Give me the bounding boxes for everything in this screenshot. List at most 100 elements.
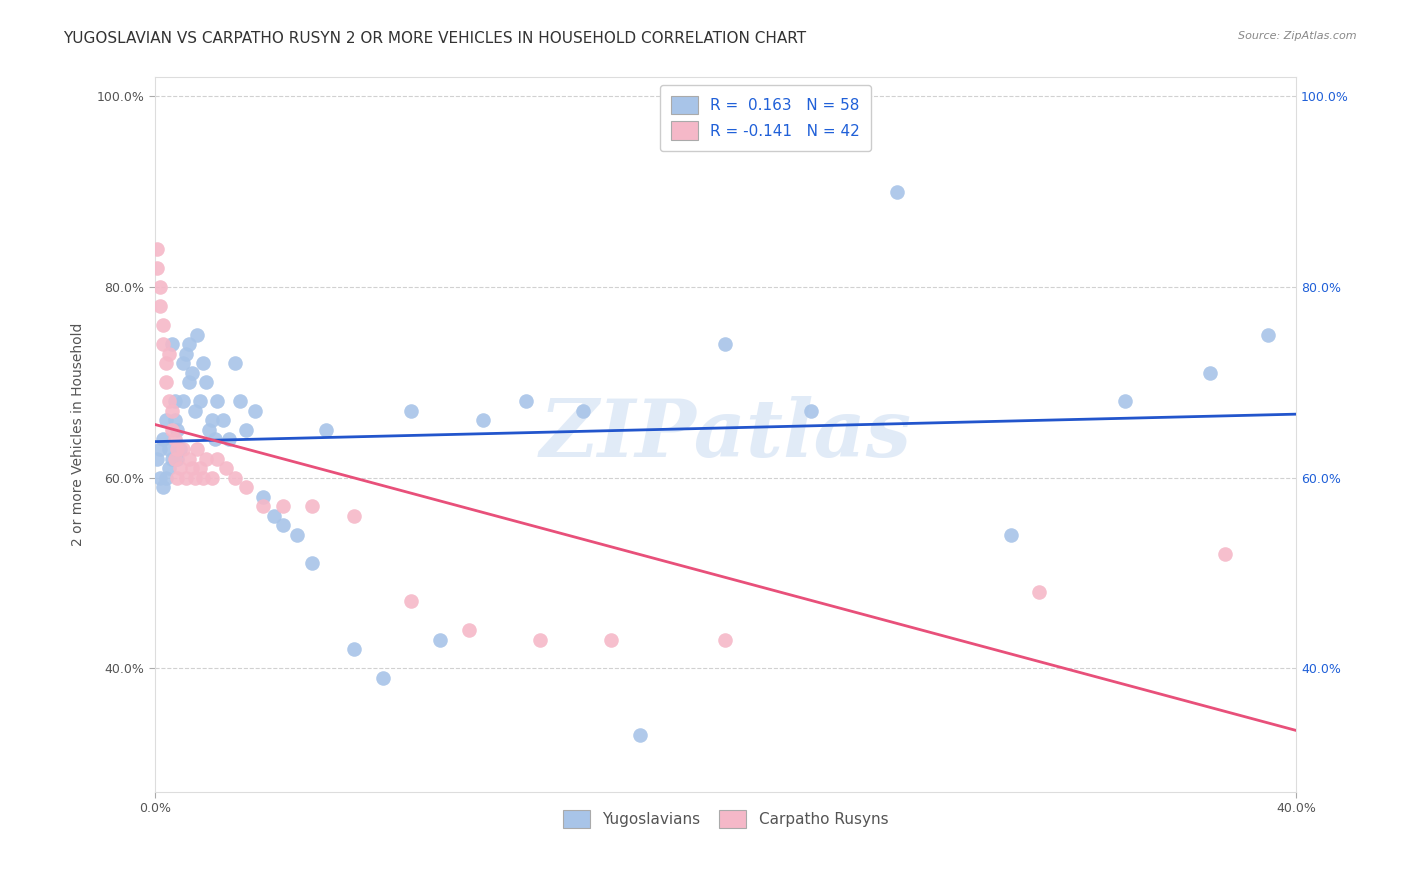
Point (155, 470, 177, 484)
Point (401, 594, 423, 608)
Point (180, 461, 202, 475)
Point (301, 499, 323, 513)
Point (166, 451, 188, 466)
Point (224, 470, 246, 484)
Point (429, 632, 451, 647)
Point (212, 413, 235, 427)
Point (343, 508, 366, 523)
Point (160, 404, 183, 418)
Point (252, 490, 274, 504)
Point (235, 423, 257, 437)
Point (714, 632, 737, 647)
Point (1000, 527, 1022, 541)
Point (285, 527, 308, 541)
Point (195, 451, 218, 466)
Point (1257, 327, 1279, 342)
Point (152, 433, 174, 447)
Point (166, 442, 188, 456)
Point (166, 470, 188, 484)
Point (628, 728, 651, 742)
Point (157, 442, 180, 456)
Y-axis label: 2 or more Vehicles in Household: 2 or more Vehicles in Household (72, 323, 86, 547)
Point (149, 442, 172, 456)
Point (174, 470, 197, 484)
Point (152, 318, 174, 333)
Point (177, 376, 200, 390)
Point (714, 337, 737, 351)
Point (886, 185, 908, 199)
Point (180, 366, 202, 380)
Point (188, 461, 211, 475)
Legend: Yugoslavians, Carpatho Rusyns: Yugoslavians, Carpatho Rusyns (557, 804, 894, 834)
Point (163, 413, 186, 427)
Point (186, 327, 208, 342)
Point (183, 470, 205, 484)
Point (215, 461, 238, 475)
Point (166, 423, 188, 437)
Point (195, 376, 218, 390)
Point (1213, 547, 1236, 561)
Point (529, 632, 551, 647)
Point (343, 642, 366, 657)
Point (177, 451, 200, 466)
Point (204, 433, 226, 447)
Point (371, 671, 394, 685)
Point (1028, 585, 1050, 599)
Point (1199, 366, 1222, 380)
Point (149, 280, 172, 294)
Point (471, 413, 494, 427)
Point (186, 442, 208, 456)
Point (174, 347, 197, 361)
Point (235, 480, 257, 494)
Point (160, 423, 183, 437)
Point (172, 442, 194, 456)
Text: YUGOSLAVIAN VS CARPATHO RUSYN 2 OR MORE VEHICLES IN HOUSEHOLD CORRELATION CHART: YUGOSLAVIAN VS CARPATHO RUSYN 2 OR MORE … (63, 31, 807, 46)
Point (301, 557, 323, 571)
Point (163, 394, 186, 409)
Point (163, 433, 186, 447)
Point (191, 356, 214, 370)
Point (146, 260, 169, 275)
Point (152, 337, 174, 351)
Point (149, 470, 172, 484)
Point (157, 394, 180, 409)
Point (457, 623, 479, 637)
Point (224, 356, 246, 370)
Point (157, 347, 180, 361)
Point (263, 508, 285, 523)
Point (172, 394, 194, 409)
Point (571, 404, 593, 418)
Point (152, 480, 174, 494)
Point (252, 499, 274, 513)
Point (191, 470, 214, 484)
Point (188, 394, 211, 409)
Point (600, 632, 623, 647)
Point (177, 337, 200, 351)
Point (207, 451, 229, 466)
Point (155, 356, 177, 370)
Text: Source: ZipAtlas.com: Source: ZipAtlas.com (1239, 31, 1357, 41)
Point (271, 518, 294, 533)
Point (198, 423, 221, 437)
Point (243, 404, 266, 418)
Point (207, 394, 229, 409)
Point (146, 451, 169, 466)
Point (515, 394, 537, 409)
Point (146, 242, 169, 256)
Text: ZIPatlas: ZIPatlas (540, 396, 911, 474)
Point (160, 337, 183, 351)
Point (155, 413, 177, 427)
Point (201, 470, 224, 484)
Point (800, 404, 823, 418)
Point (201, 413, 224, 427)
Point (172, 356, 194, 370)
Point (169, 442, 191, 456)
Point (163, 451, 186, 466)
Point (157, 461, 180, 475)
Point (155, 376, 177, 390)
Point (218, 433, 240, 447)
Point (315, 423, 337, 437)
Point (149, 299, 172, 313)
Point (183, 404, 205, 418)
Point (1114, 394, 1136, 409)
